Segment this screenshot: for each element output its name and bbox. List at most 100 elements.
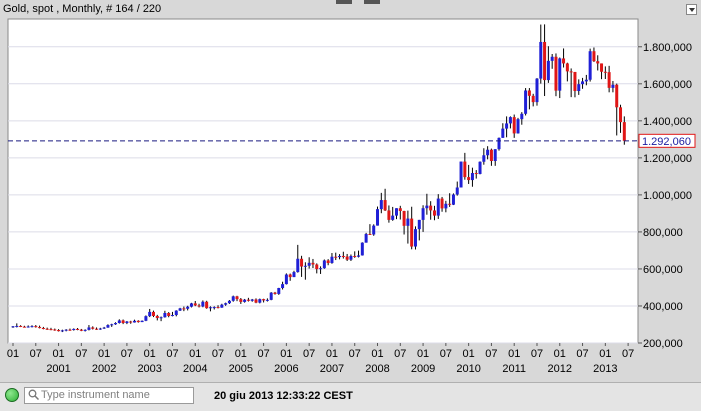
candle-body — [322, 260, 326, 269]
menu-dropdown-icon[interactable] — [686, 4, 697, 15]
candle-body — [357, 255, 361, 257]
candle-body — [432, 210, 436, 216]
candle-body — [114, 323, 118, 325]
candle-body — [64, 329, 68, 331]
candle-body — [524, 90, 528, 114]
candle-body — [258, 299, 262, 303]
candle-body — [262, 299, 266, 301]
server-timestamp: 20 giu 2013 12:33:22 CEST — [214, 390, 353, 402]
candle-body — [167, 313, 171, 316]
plot-area — [7, 18, 639, 344]
y-tick-label: 1.600,000 — [643, 79, 692, 91]
candle-body — [360, 242, 364, 256]
y-tick-label: 1.400,000 — [643, 116, 692, 128]
candle-body — [558, 58, 562, 91]
candle-body — [596, 61, 600, 64]
candle-body — [311, 262, 315, 265]
tab-handle[interactable] — [364, 0, 380, 4]
candle-body — [402, 210, 406, 226]
candle-body — [281, 284, 285, 289]
window-tabs[interactable] — [336, 0, 382, 4]
x-month-label: 07 — [303, 348, 315, 360]
candle-body — [527, 90, 531, 96]
candle-body — [250, 299, 254, 301]
candle-body — [106, 325, 110, 328]
candle-body — [615, 84, 619, 108]
candle-body — [505, 123, 509, 129]
candle-body — [467, 177, 471, 181]
gridlines — [8, 46, 638, 344]
candle-body — [102, 327, 106, 329]
candle-body — [391, 215, 395, 220]
price-chart[interactable]: 200,000 400,000 600,000 800,000 1.000,000 1.2… — [0, 0, 701, 382]
x-year-label: 2009 — [411, 363, 435, 375]
tab-handle[interactable] — [336, 0, 352, 4]
candle-body — [254, 299, 258, 303]
candle-body — [34, 326, 38, 328]
candle-body — [163, 313, 167, 318]
candle-body — [326, 260, 330, 264]
candle-body — [76, 328, 80, 330]
candle-body — [493, 149, 497, 162]
candle-body — [159, 317, 163, 319]
candle-body — [38, 327, 42, 329]
x-year-label: 2010 — [456, 363, 480, 375]
x-month-label: 07 — [531, 348, 543, 360]
x-month-label: 07 — [440, 348, 452, 360]
candle-body — [584, 79, 588, 82]
candle-body — [508, 117, 512, 124]
x-month-label: 01 — [280, 348, 292, 360]
candle-body — [478, 161, 482, 174]
candle-body — [239, 299, 243, 302]
candle-body — [140, 320, 144, 323]
candle-body — [22, 326, 26, 328]
candle-body — [49, 329, 53, 331]
x-month-label: 01 — [508, 348, 520, 360]
candle-body — [133, 320, 137, 323]
candle-body — [95, 328, 99, 330]
candle-body — [277, 288, 281, 294]
candles — [11, 24, 626, 333]
x-year-label: 2001 — [46, 363, 70, 375]
x-month-label: 07 — [212, 348, 224, 360]
candle-body — [178, 308, 182, 311]
candle-body — [144, 316, 148, 321]
candle-body — [197, 305, 201, 307]
candle-body — [98, 328, 102, 330]
candle-body — [592, 51, 596, 62]
candle-body — [425, 205, 429, 209]
candle-body — [292, 272, 296, 278]
candle-body — [379, 200, 383, 210]
instrument-search-input[interactable] — [41, 388, 191, 402]
candle-body — [231, 296, 235, 301]
candle-body — [429, 205, 433, 211]
candle-body — [83, 329, 87, 331]
candle-body — [520, 113, 524, 120]
candle-body — [121, 320, 125, 324]
candle-body — [497, 137, 501, 150]
x-month-label: 01 — [554, 348, 566, 360]
candle-body — [227, 300, 231, 304]
candle-body — [41, 328, 45, 330]
candle-body — [611, 84, 615, 88]
candle-body — [315, 264, 319, 270]
candle-body — [193, 303, 197, 306]
candle-body — [451, 194, 455, 205]
x-month-label: 01 — [98, 348, 110, 360]
candle-body — [30, 326, 34, 328]
candle-body — [383, 200, 387, 211]
x-year-label: 2011 — [502, 363, 526, 375]
candle-body — [406, 218, 410, 226]
candle-body — [319, 268, 323, 270]
candle-body — [338, 255, 342, 258]
x-year-label: 2003 — [137, 363, 161, 375]
candle-body — [11, 326, 15, 328]
candle-body — [334, 256, 338, 258]
candle-body — [91, 327, 95, 329]
candle-body — [531, 95, 535, 103]
candle-body — [569, 71, 573, 73]
candle-body — [224, 303, 228, 305]
x-month-label: 01 — [235, 348, 247, 360]
x-month-label: 01 — [417, 348, 429, 360]
candle-body — [182, 308, 186, 310]
